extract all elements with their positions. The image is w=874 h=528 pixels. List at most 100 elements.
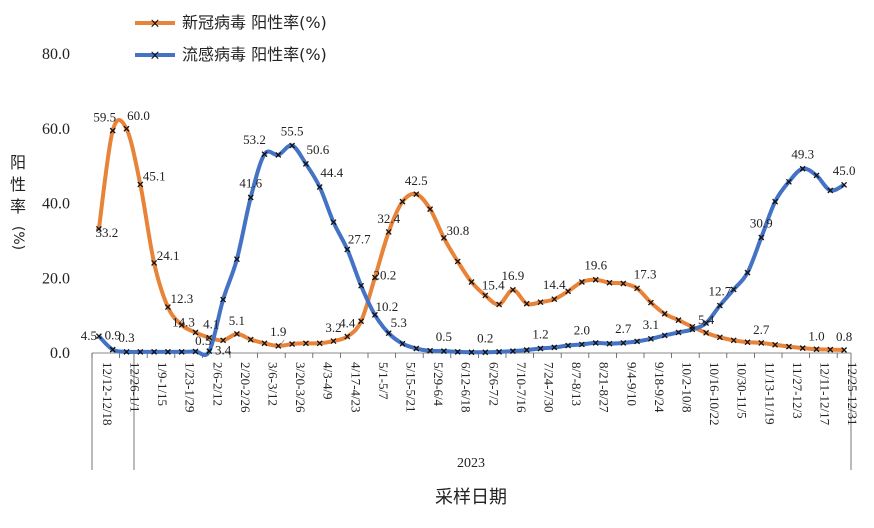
x-tick-label: 11/27-12/3 <box>790 362 805 419</box>
covid-point-marker <box>730 337 737 344</box>
flu-data-label: 2.0 <box>574 322 590 337</box>
flu-point-marker <box>578 341 585 348</box>
x-tick-label: 5/15-5/21 <box>404 362 419 413</box>
flu-data-label: 0.2 <box>477 330 493 345</box>
flu-point-marker <box>289 142 296 149</box>
covid-data-label: 45.1 <box>143 168 166 183</box>
covid-point-marker <box>275 342 282 349</box>
covid-point-marker <box>496 301 503 308</box>
covid-point-marker <box>772 341 779 348</box>
flu-point-marker <box>634 338 641 345</box>
covid-data-label: 1.9 <box>270 324 286 339</box>
flu-data-label: 0.9 <box>105 328 121 343</box>
covid-point-marker <box>661 310 668 317</box>
covid-point-marker <box>220 337 227 344</box>
flu-point-marker <box>716 302 723 309</box>
covid-point-marker <box>330 338 337 344</box>
legend-marker-covid: × <box>150 17 161 32</box>
x-tick-label: 3/20-3/26 <box>293 362 308 413</box>
covid-point-marker <box>482 292 489 299</box>
flu-point-marker <box>758 234 765 241</box>
covid-point-marker <box>509 286 516 293</box>
y-axis-title: 阳性率 (%) <box>10 153 26 250</box>
covid-data-label: 19.6 <box>584 258 607 273</box>
x-tick-label: 11/13-11/19 <box>762 362 777 425</box>
flu-point-marker <box>95 333 102 340</box>
covid-data-label: 0.8 <box>836 329 852 344</box>
flu-data-label: 0.5 <box>195 333 211 348</box>
flu-point-marker <box>799 165 806 172</box>
covid-point-marker <box>344 333 351 340</box>
covid-data-label: 14.4 <box>543 277 566 292</box>
flu-data-label: 4.5 <box>81 328 97 343</box>
flu-point-marker <box>620 339 627 346</box>
flu-point-marker <box>785 178 792 185</box>
flu-point-marker <box>358 282 365 289</box>
x-tick-label: 7/10-7/16 <box>514 362 529 413</box>
covid-point-marker <box>164 304 171 310</box>
covid-data-label: 24.1 <box>157 248 180 263</box>
y-tick-label: 40.0 <box>42 196 70 213</box>
legend: × 新冠病毒 阳性率(%) × 流感病毒 阳性率(%) <box>135 13 327 64</box>
x-tick-label: 9/18-9/24 <box>652 362 667 413</box>
covid-point-marker <box>537 299 544 306</box>
flu-data-label: 1.2 <box>532 327 548 342</box>
flu-point-marker <box>385 330 392 337</box>
flu-point-marker <box>220 296 227 303</box>
y-tick-label: 60.0 <box>42 121 70 138</box>
covid-point-marker <box>758 339 765 346</box>
covid-point-marker <box>785 343 792 350</box>
data-markers <box>95 125 848 356</box>
flu-point-marker <box>316 184 323 191</box>
covid-data-label: 3.2 <box>325 320 341 335</box>
flu-point-marker <box>509 348 516 355</box>
flu-point-marker <box>178 348 185 355</box>
covid-point-marker <box>523 300 530 307</box>
flu-data-label: 12.7 <box>709 284 732 299</box>
flu-point-marker <box>689 326 696 333</box>
flu-data-label: 5.3 <box>391 315 407 330</box>
flu-point-marker <box>482 349 489 356</box>
flu-point-marker <box>330 219 337 226</box>
flu-point-marker <box>440 348 447 355</box>
flu-point-marker <box>813 172 820 179</box>
x-tick-label: 3/6-3/12 <box>266 362 281 406</box>
flu-point-marker <box>730 286 737 293</box>
legend-marker-flu: × <box>150 49 161 64</box>
covid-point-marker <box>371 274 378 281</box>
x-tick-label: 10/2-10/8 <box>680 362 695 413</box>
x-tick-label: 4/3-4/9 <box>321 362 336 400</box>
y-axis-title-unit: (%) <box>10 226 26 250</box>
covid-point-marker <box>178 322 185 328</box>
covid-point-marker <box>716 334 723 341</box>
x-tick-label: 9/4-9/10 <box>624 362 639 406</box>
flu-data-label: 44.4 <box>320 165 343 180</box>
flu-point-marker <box>192 348 199 355</box>
covid-point-marker <box>744 339 751 346</box>
covid-data-label: 60.0 <box>127 108 150 123</box>
flu-data-label: 30.9 <box>750 216 773 231</box>
covid-point-marker <box>468 279 475 285</box>
covid-point-marker <box>289 341 296 347</box>
covid-point-marker <box>703 329 710 336</box>
covid-data-label: 14.3 <box>172 314 195 329</box>
flu-point-marker <box>344 246 351 253</box>
covid-point-marker <box>302 340 309 347</box>
y-axis-title-char: 性 <box>10 175 26 194</box>
covid-data-label: 2.7 <box>753 322 770 337</box>
covid-point-marker <box>413 191 420 198</box>
x-tick-label: 4/17-4/23 <box>348 362 363 413</box>
x-axis-ticks: 12/12-12/18 12/26-1/1 1/9-1/15 1/23-1/29 2/6… <box>100 362 860 426</box>
flu-data-label: 0.3 <box>118 330 134 345</box>
flu-data-label: 41.6 <box>239 176 262 191</box>
covid-data-label: 32.4 <box>377 211 400 226</box>
flu-point-marker <box>427 347 434 354</box>
flu-point-marker <box>468 349 475 356</box>
x-tick-label: 2/6-2/12 <box>210 362 225 406</box>
flu-point-marker <box>275 151 282 158</box>
y-tick-label: 0.0 <box>50 345 70 362</box>
legend-label-flu: 流感病毒 阳性率(%) <box>182 45 327 64</box>
flu-point-marker <box>247 194 254 201</box>
flu-point-marker <box>772 198 779 205</box>
flu-point-marker <box>606 340 613 347</box>
